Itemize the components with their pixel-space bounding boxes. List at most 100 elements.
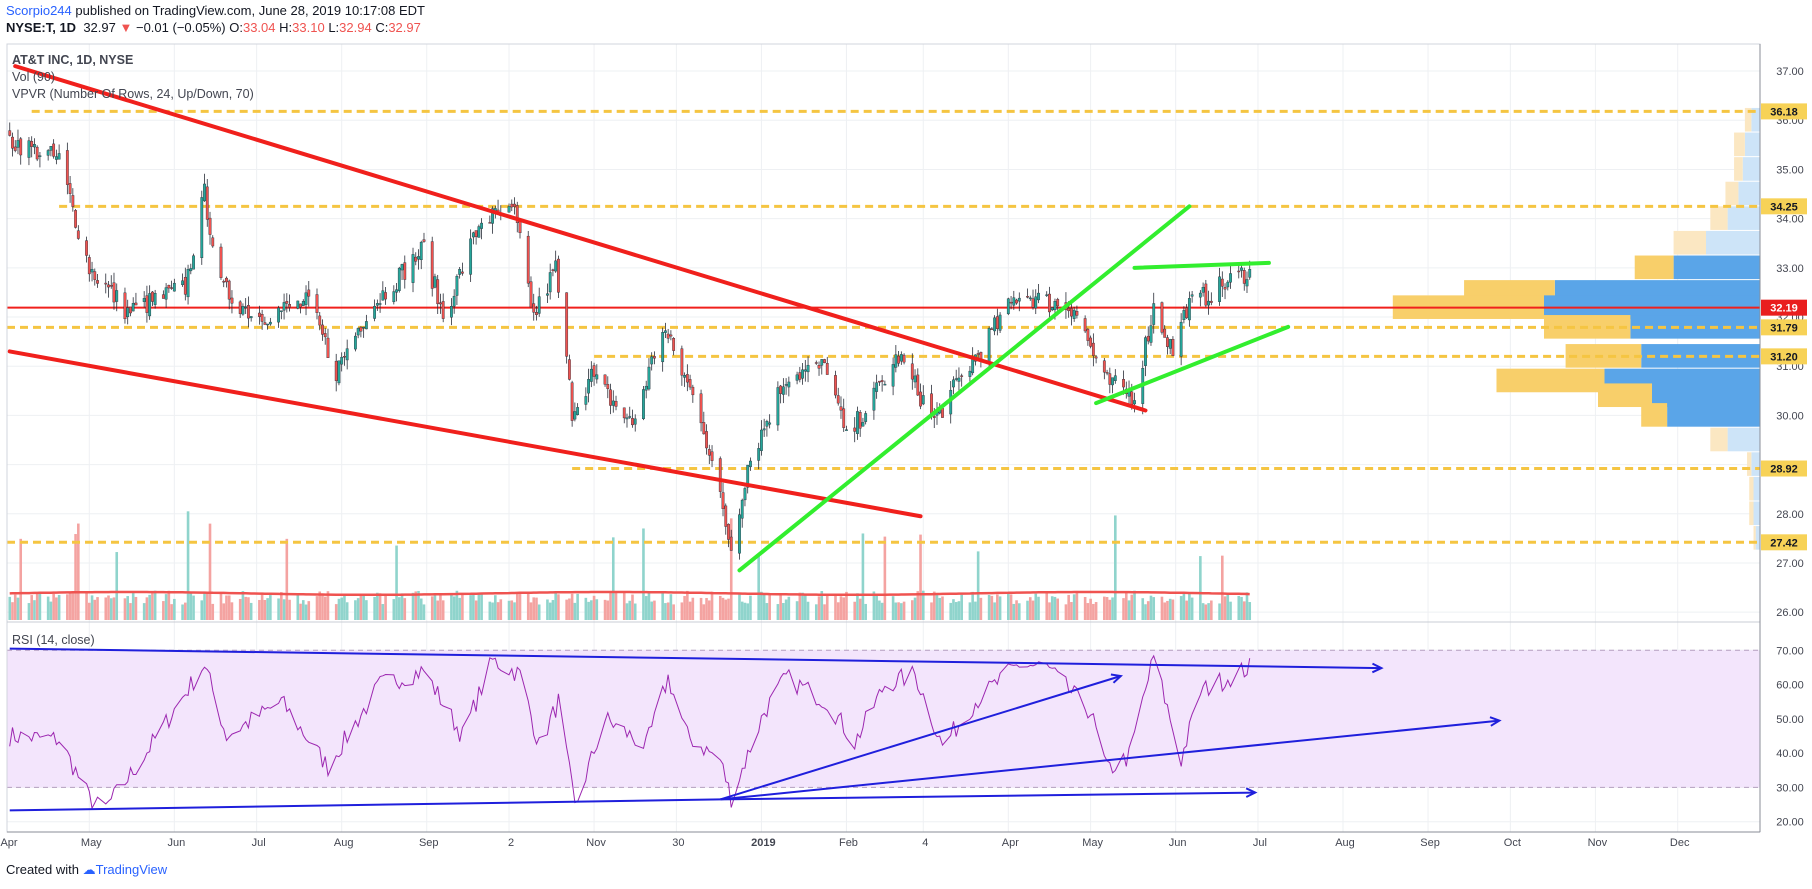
volume-bar — [1141, 598, 1145, 620]
volume-bar — [1190, 597, 1194, 620]
author-link[interactable]: Scorpio244 — [6, 3, 72, 18]
volume-bar — [334, 604, 338, 620]
volume-bar — [749, 595, 752, 620]
price-tick-label: 37.00 — [1776, 66, 1804, 78]
x-tick-label: Oct — [1504, 837, 1521, 849]
volume-bar — [90, 595, 94, 620]
candle-up — [364, 321, 368, 330]
volume-bar — [688, 601, 692, 620]
volume-bar — [57, 595, 61, 620]
candle-up — [998, 314, 1002, 331]
candle-up — [378, 303, 382, 305]
candle-up — [683, 375, 687, 378]
candle-down — [817, 365, 821, 369]
candle-up — [282, 302, 286, 311]
candle-up — [471, 232, 475, 238]
volume-bar — [282, 599, 286, 620]
volume-bar — [376, 592, 379, 620]
price-badge — [1761, 348, 1807, 365]
candle-up — [172, 282, 176, 292]
price-candles[interactable] — [8, 122, 1252, 560]
publish-info: published on TradingView.com, June 28, 2… — [71, 3, 425, 18]
candle-up — [820, 359, 824, 366]
volume-bar — [208, 523, 212, 620]
x-tick-label: 2 — [508, 837, 514, 849]
volume-bar — [894, 602, 898, 620]
candle-up — [1187, 298, 1191, 321]
trendlines[interactable] — [7, 64, 1502, 812]
candle-up — [400, 264, 404, 271]
candle-down — [916, 374, 920, 396]
volume-bar — [911, 600, 914, 620]
rsi-arrowhead — [1489, 716, 1502, 727]
candle-up — [1226, 281, 1230, 288]
candle-up — [126, 307, 130, 318]
volume-bar — [211, 603, 215, 620]
volume-bar — [631, 594, 634, 620]
candle-up — [757, 448, 761, 461]
volume-bar — [321, 595, 324, 620]
candle-up — [968, 370, 972, 377]
vpvr-up-bar — [1749, 476, 1754, 501]
volume-bar — [403, 598, 407, 620]
volume-bar — [340, 597, 343, 620]
volume-bar — [680, 602, 684, 620]
rsi-tick-label: 50.00 — [1776, 714, 1804, 726]
price-badge-label: 27.42 — [1770, 537, 1798, 549]
candle-up — [507, 206, 511, 213]
rsi-pane[interactable] — [7, 649, 1760, 810]
vpvr-down-bar — [1753, 476, 1760, 501]
volume-bar — [804, 594, 807, 620]
candle-down — [535, 312, 538, 315]
price-tick-label: 28.00 — [1776, 509, 1804, 521]
candle-up — [589, 368, 593, 382]
volume-bar — [1007, 592, 1010, 620]
candle-down — [68, 183, 72, 194]
price-tick-label: 30.00 — [1776, 410, 1804, 422]
candle-up — [455, 276, 459, 296]
volume-bar — [345, 602, 349, 620]
rsi-arrowhead — [1371, 662, 1384, 674]
volume-bar — [247, 597, 250, 620]
candle-up — [192, 255, 195, 270]
volume-bar — [1045, 591, 1049, 620]
volume-bar — [573, 602, 577, 620]
volume-bar — [480, 594, 483, 620]
candle-down — [315, 294, 319, 313]
volume-bar — [1083, 596, 1087, 620]
volume-bar — [269, 595, 272, 620]
chart-header: Scorpio244 published on TradingView.com,… — [6, 2, 425, 36]
candle-down — [836, 395, 840, 404]
volume-bar — [548, 602, 552, 620]
candle-up — [1248, 269, 1252, 278]
rsi-legend: RSI (14, close) — [12, 633, 95, 647]
candle-up — [356, 328, 360, 336]
volume-bar — [129, 603, 132, 620]
volume-bar — [1048, 602, 1051, 620]
volume-bar — [1034, 593, 1038, 620]
candle-up — [1072, 309, 1076, 319]
volume-bar — [702, 604, 706, 620]
vpvr-up-bar — [1725, 181, 1739, 206]
candle-down — [631, 418, 634, 426]
vpvr-legend: VPVR (Number Of Rows, 24, Up/Down, 70) — [12, 87, 254, 101]
volume-bar — [1064, 604, 1068, 620]
volume-bar — [1245, 592, 1249, 620]
candle-down — [1056, 299, 1060, 307]
high-label: H: — [279, 20, 293, 35]
price-tick-label: 35.00 — [1776, 164, 1804, 176]
tradingview-link[interactable]: TradingView — [95, 862, 168, 877]
volume-bar — [565, 599, 568, 620]
volume-bar — [33, 600, 36, 620]
horizontal-levels[interactable] — [7, 109, 1760, 544]
candle-up — [411, 254, 415, 283]
volume-bar — [189, 593, 193, 620]
volume-bar — [614, 591, 618, 620]
volume-bar — [762, 593, 766, 620]
candle-up — [883, 383, 887, 386]
volume-bar — [66, 594, 69, 620]
candle-up — [1133, 400, 1136, 405]
volume-bar — [1149, 595, 1153, 620]
candle-up — [186, 269, 190, 298]
